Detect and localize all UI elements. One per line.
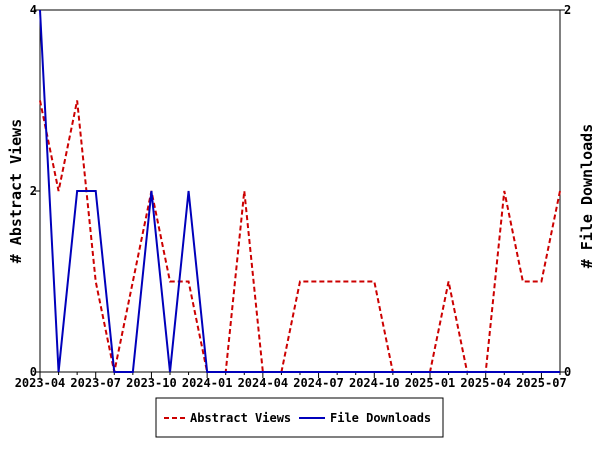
legend-label-file-downloads: File Downloads (330, 411, 431, 425)
plot-area (39, 9, 561, 373)
y-tick-label-left: 4 (30, 3, 37, 17)
x-tick-label: 2024-07 (293, 376, 344, 390)
x-axis-ticks: 2023-04 2023-07 2023-10 2024-01 2024-04 2024-… (15, 372, 567, 390)
y-axis-title-left: # Abstract Views (7, 119, 25, 264)
right-axis-ticks: 02 (560, 3, 571, 379)
x-tick-label: 2024-01 (182, 376, 233, 390)
x-tick-label: 2025-07 (516, 376, 567, 390)
x-tick-label: 2023-10 (126, 376, 177, 390)
y-tick-label-left: 2 (30, 184, 37, 198)
series-line-file-downloads (39, 9, 560, 373)
y-tick-label-right: 2 (564, 3, 571, 17)
x-tick-label: 2024-10 (349, 376, 400, 390)
y-tick-label-right: 0 (564, 365, 571, 379)
x-tick-label: 2023-07 (70, 376, 121, 390)
x-tick-label: 2025-04 (460, 376, 511, 390)
y-axis-title-right: # File Downloads (578, 124, 596, 269)
y-tick-label-left: 0 (30, 365, 37, 379)
legend: Abstract Views File Downloads (155, 397, 444, 438)
left-axis-ticks: 0 2 4 (30, 3, 40, 379)
series-line-abstract-views (39, 100, 561, 373)
x-tick-label: 2024-04 (238, 376, 289, 390)
series-layer (39, 9, 561, 373)
x-tick-label: 2023-04 (15, 376, 66, 390)
legend-label-abstract-views: Abstract Views (190, 411, 291, 425)
x-tick-label: 2025-01 (405, 376, 456, 390)
